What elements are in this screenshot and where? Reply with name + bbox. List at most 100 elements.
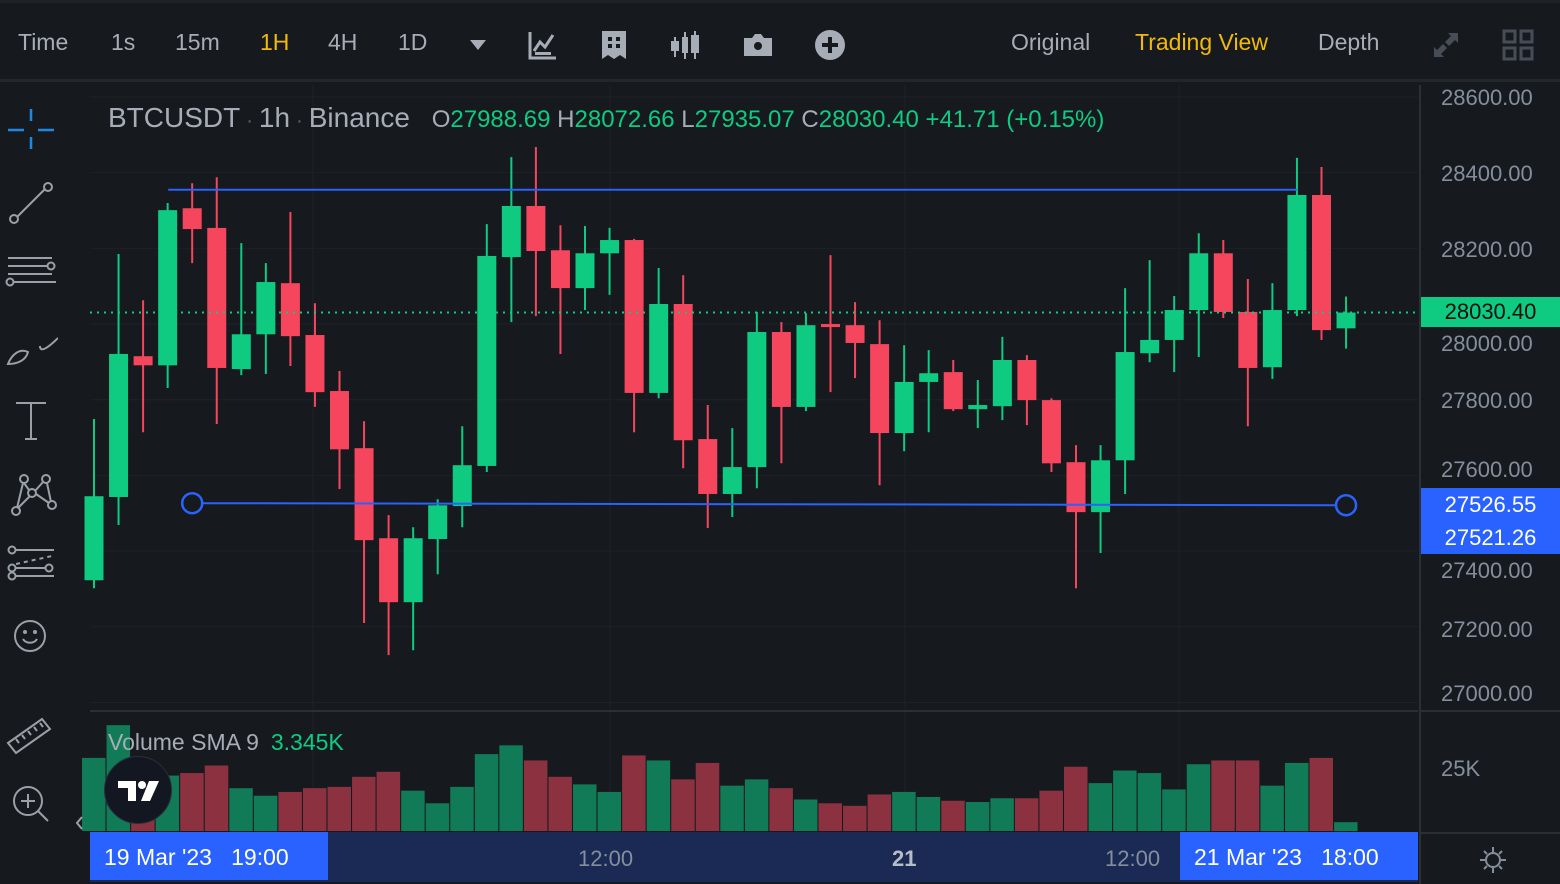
screenshot-camera-icon[interactable] [742, 29, 774, 61]
candle-down [379, 538, 399, 603]
candle-up [84, 496, 104, 581]
interval-1d[interactable]: 1D [398, 29, 428, 55]
volume-bar [352, 776, 376, 831]
volume-bar [180, 773, 204, 831]
view-trading-view[interactable]: Trading View [1135, 29, 1268, 55]
candle-down [133, 356, 153, 366]
candle-up [501, 205, 521, 258]
volume-bar [229, 788, 253, 831]
time-axis[interactable]: 12:00 21 12:00 19 Mar '23 19:00 21 Mar '… [90, 832, 1418, 882]
drawing-handle-end[interactable] [1334, 493, 1358, 517]
volume-bar [1309, 757, 1333, 831]
candle-down [870, 344, 890, 434]
volume-bar [597, 791, 622, 831]
volume-bar [204, 765, 229, 831]
chart-type-candles-icon[interactable] [669, 29, 701, 61]
symbol-name[interactable]: BTCUSDT [108, 102, 241, 133]
candle-up [1336, 312, 1356, 329]
candle-up [158, 210, 178, 366]
candle-up [894, 381, 914, 434]
candle-up [428, 505, 448, 539]
volume-bar [695, 762, 720, 831]
emoji-icon[interactable] [4, 610, 58, 664]
volume-bar [646, 760, 671, 831]
dropdown-arrow-icon[interactable] [462, 29, 494, 61]
volume-bar [867, 794, 892, 831]
legend-exchange: Binance [308, 102, 410, 133]
interval-1s[interactable]: 1s [111, 29, 136, 55]
volume-bar [1113, 770, 1137, 831]
zoom-in-icon[interactable] [4, 777, 58, 831]
volume-legend: Volume SMA 9 3.345K [108, 729, 344, 756]
view-original[interactable]: Original [1011, 29, 1091, 55]
templates-icon[interactable] [598, 29, 630, 61]
add-plus-icon[interactable] [814, 29, 846, 61]
volume-bar [1235, 760, 1260, 831]
price-axis[interactable]: 28600.00 28400.00 28200.00 28000.00 2780… [1419, 85, 1560, 832]
text-icon[interactable] [4, 395, 58, 449]
volume-bar [548, 776, 572, 831]
candle-down [845, 325, 865, 343]
drawing-handle-start[interactable] [180, 491, 204, 515]
current-price-badge: 28030.40 [1421, 297, 1560, 327]
price-label: 27600.00 [1441, 457, 1533, 482]
candle-down [1041, 400, 1061, 464]
fullscreen-expand-icon[interactable] [1430, 29, 1462, 61]
low-value: 27935.07 [694, 106, 795, 133]
volume-bar [671, 779, 695, 831]
volume-bar [990, 798, 1014, 831]
ohlc-values: O27988.69 H28072.66 L27935.07 C28030.40 … [432, 106, 1105, 133]
candle-down [280, 283, 300, 337]
time-label: 12:00 [578, 846, 634, 871]
low-label: L [681, 106, 695, 133]
volume-bar [573, 784, 597, 831]
trend-line-icon[interactable] [4, 177, 58, 231]
candle-down [354, 448, 374, 541]
indicators-icon[interactable] [526, 29, 558, 61]
brush-icon[interactable] [4, 322, 58, 376]
candle-down [330, 391, 349, 450]
candle-up [1262, 310, 1282, 368]
volume-bar [1039, 790, 1063, 831]
pattern-icon[interactable] [4, 467, 58, 521]
ruler-icon[interactable] [4, 705, 58, 759]
candle-down [698, 439, 718, 494]
crosshair-icon[interactable] [4, 105, 58, 159]
volume-bar [843, 805, 867, 831]
candle-up [477, 255, 497, 466]
candle-down [1238, 311, 1258, 368]
volume-bar [401, 790, 425, 831]
volume-bar [376, 771, 401, 831]
collapse-chevron-icon[interactable] [72, 813, 86, 833]
candle-down [821, 324, 840, 328]
candle-up [747, 331, 767, 468]
candle-up [1091, 460, 1111, 513]
chart-settings[interactable] [1419, 832, 1560, 884]
volume-bar [622, 755, 646, 831]
interval-1h[interactable]: 1H [260, 29, 290, 55]
volume-bar [1137, 773, 1162, 831]
candle-up [231, 334, 251, 370]
candle-up [1140, 339, 1160, 354]
candle-down [550, 250, 570, 289]
candle-down [943, 372, 963, 410]
horizontal-lines-icon[interactable] [4, 250, 58, 304]
candle-up [968, 405, 988, 410]
price-label: 28000.00 [1441, 331, 1533, 356]
symbol-legend: BTCUSDT · 1h · Binance O27988.69 H28072.66 L… [108, 102, 1105, 133]
fib-retracement-icon[interactable] [4, 540, 58, 594]
layout-grid-icon[interactable] [1502, 29, 1534, 61]
volume-bar [327, 786, 351, 831]
volume-bar [744, 779, 769, 831]
view-depth[interactable]: Depth [1318, 29, 1380, 55]
interval-4h[interactable]: 4H [328, 29, 358, 55]
volume-bar [425, 803, 450, 831]
tradingview-logo[interactable] [104, 756, 172, 824]
time-label-day: 21 [892, 846, 917, 871]
sun-theme-icon[interactable] [1479, 846, 1507, 874]
interval-time[interactable]: Time [18, 29, 69, 55]
pane-divider[interactable] [1421, 710, 1560, 712]
interval-15m[interactable]: 15m [175, 29, 220, 55]
legend-interval: 1h [258, 102, 291, 133]
